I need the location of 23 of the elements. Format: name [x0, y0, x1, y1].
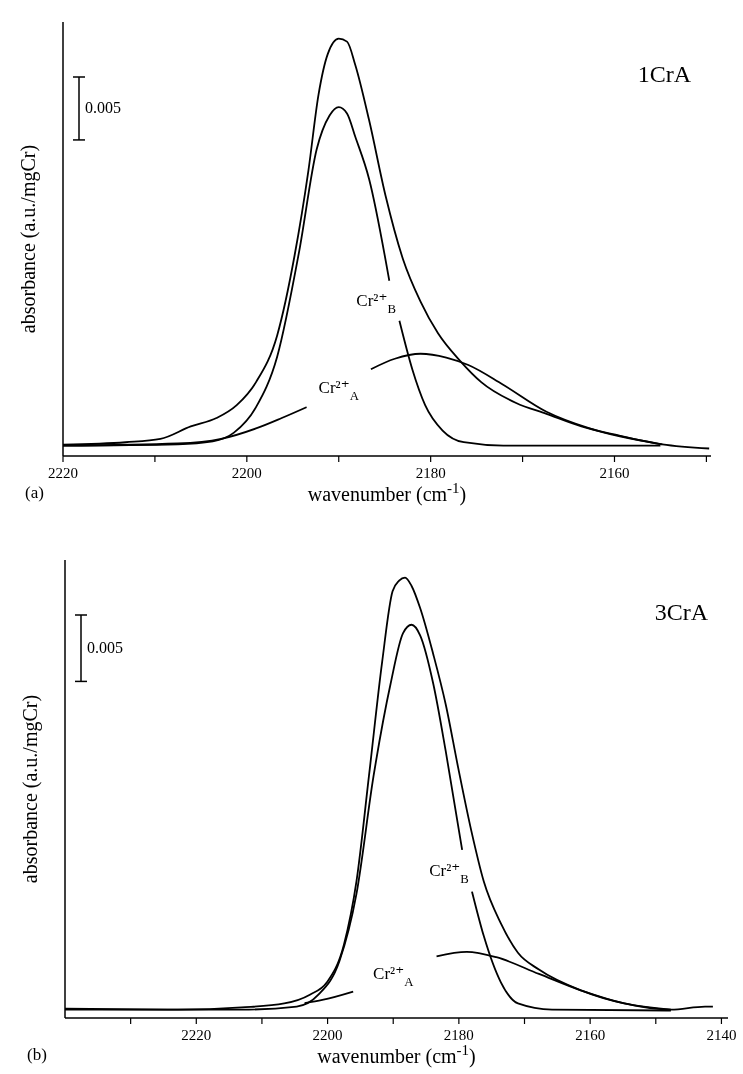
text: (a) [25, 483, 44, 502]
series-label: Cr²⁺$_{B}$ [429, 860, 469, 886]
x-axis-title: wavenumber (cm$^{-1}$) [317, 1042, 476, 1068]
annotation: 0.005 [85, 99, 121, 117]
y-axis-title: absorbance (a.u./mgCr) [17, 144, 40, 334]
x-tick-label: 2180 [415, 465, 446, 481]
series-label: Cr²⁺$_{B}$ [356, 290, 396, 316]
x-tick-label: 2200 [312, 1027, 343, 1043]
y-axis-title: absorbance (a.u./mgCr) [19, 694, 42, 884]
text: 1CrA [637, 61, 692, 87]
x-tick-label: 2160 [575, 1027, 606, 1043]
text: (b) [27, 1045, 47, 1064]
x-tick-label: 2140 [706, 1027, 737, 1043]
x-axis-title: wavenumber (cm$^{-1}$) [307, 480, 467, 506]
x-tick-label: 2220 [48, 465, 78, 481]
x-tick-label: 2160 [599, 465, 630, 481]
x-tick-label: 2180 [443, 1027, 474, 1043]
series-label: Cr²⁺$_{A}$ [318, 378, 360, 404]
x-tick-label: 2220 [181, 1027, 212, 1043]
text: 3CrA [654, 599, 709, 625]
series-label: Cr²⁺$_{A}$ [373, 963, 415, 989]
annotation: 0.005 [87, 639, 123, 657]
x-tick-label: 2200 [231, 465, 262, 481]
